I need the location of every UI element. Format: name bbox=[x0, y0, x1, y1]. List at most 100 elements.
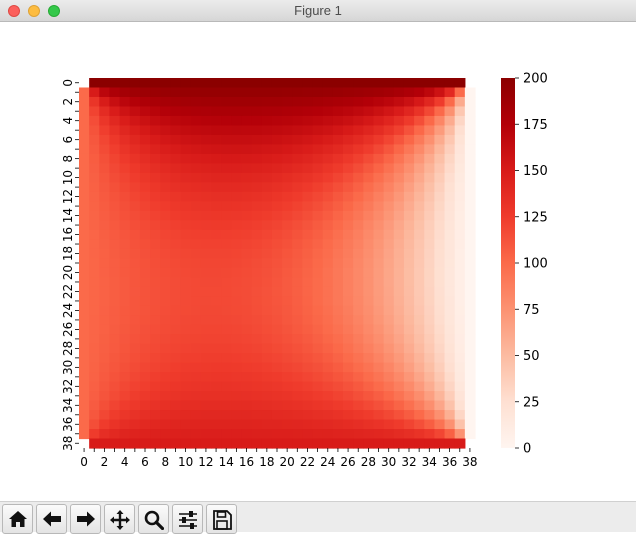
heatmap-cell bbox=[160, 201, 171, 212]
heatmap-cell bbox=[464, 172, 476, 183]
heatmap-cell bbox=[170, 87, 182, 98]
heatmap-cell bbox=[251, 229, 263, 240]
colorbar-tick-label: 100 bbox=[523, 257, 548, 272]
heatmap-cell bbox=[343, 191, 354, 202]
heatmap-cell bbox=[271, 78, 283, 89]
x-tick-label: 2 bbox=[101, 455, 109, 469]
heatmap-cell bbox=[464, 381, 476, 392]
heatmap-cell bbox=[241, 315, 253, 326]
heatmap-cell bbox=[231, 115, 243, 127]
heatmap-cell bbox=[139, 372, 151, 383]
heatmap-cell bbox=[403, 362, 415, 373]
heatmap-cell bbox=[231, 286, 243, 297]
heatmap-cell bbox=[383, 134, 395, 146]
heatmap-cell bbox=[170, 172, 182, 183]
heatmap-cell bbox=[454, 381, 466, 392]
heatmap-cell bbox=[414, 163, 425, 174]
heatmap-cell bbox=[190, 286, 202, 297]
heatmap-cell bbox=[231, 163, 243, 174]
heatmap-cell bbox=[170, 391, 182, 402]
heatmap-cell bbox=[119, 229, 131, 240]
heatmap-cell bbox=[211, 296, 222, 307]
heatmap-cell bbox=[332, 115, 344, 127]
heatmap-cell bbox=[200, 115, 212, 127]
heatmap-cell bbox=[454, 362, 466, 373]
heatmap-cell bbox=[200, 391, 212, 402]
heatmap-cell bbox=[312, 210, 324, 221]
heatmap-cell bbox=[211, 153, 222, 164]
heatmap-cell bbox=[414, 362, 425, 373]
heatmap-cell bbox=[271, 391, 283, 402]
heatmap-cell bbox=[129, 400, 141, 411]
heatmap-cell bbox=[271, 438, 283, 449]
heatmap-cell bbox=[79, 305, 90, 316]
heatmap-cell bbox=[414, 438, 425, 449]
heatmap-cell bbox=[424, 315, 435, 326]
heatmap-cell bbox=[150, 315, 161, 326]
heatmap-cell bbox=[454, 286, 466, 297]
heatmap-cell bbox=[170, 438, 182, 449]
heatmap-cell bbox=[231, 419, 243, 430]
heatmap-cell bbox=[241, 87, 253, 98]
save-button[interactable] bbox=[206, 504, 237, 534]
heatmap-cell bbox=[241, 144, 253, 155]
heatmap-cell bbox=[454, 96, 466, 108]
heatmap-cell bbox=[190, 334, 202, 345]
zoom-button[interactable] bbox=[138, 504, 169, 534]
heatmap-cell bbox=[99, 115, 111, 127]
y-tick-label: 8 bbox=[61, 155, 75, 163]
heatmap-cell bbox=[353, 353, 364, 364]
heatmap-cell bbox=[444, 315, 456, 326]
heatmap-cell bbox=[190, 115, 202, 127]
forward-button[interactable] bbox=[70, 504, 101, 534]
heatmap-cell bbox=[424, 87, 435, 98]
maximize-window-button[interactable] bbox=[48, 5, 60, 17]
heatmap-cell bbox=[170, 324, 182, 335]
heatmap-cell bbox=[414, 134, 425, 146]
pan-button[interactable] bbox=[104, 504, 135, 534]
heatmap-cell bbox=[454, 410, 466, 421]
heatmap-cell bbox=[322, 115, 334, 127]
heatmap-cell bbox=[79, 229, 90, 240]
heatmap-cell bbox=[353, 87, 364, 98]
heatmap-cell bbox=[343, 182, 354, 193]
heatmap-cell bbox=[403, 334, 415, 345]
heatmap-cell bbox=[363, 78, 375, 89]
close-window-button[interactable] bbox=[8, 5, 20, 17]
home-button[interactable] bbox=[2, 504, 33, 534]
heatmap-cell bbox=[302, 400, 314, 411]
heatmap-cell bbox=[211, 353, 222, 364]
heatmap-cell bbox=[89, 191, 100, 202]
heatmap-cell bbox=[343, 381, 354, 392]
heatmap-cell bbox=[322, 210, 334, 221]
heatmap-cell bbox=[434, 277, 446, 288]
configure-subplots-button[interactable] bbox=[172, 504, 203, 534]
heatmap-cell bbox=[292, 229, 303, 240]
heatmap-cell bbox=[251, 334, 263, 345]
heatmap-cell bbox=[434, 163, 446, 174]
heatmap-cell bbox=[89, 220, 100, 231]
heatmap-cell bbox=[322, 286, 334, 297]
heatmap-cell bbox=[109, 115, 121, 127]
heatmap-cell bbox=[363, 182, 375, 193]
heatmap-cell bbox=[353, 96, 364, 108]
heatmap-cell bbox=[424, 372, 435, 383]
heatmap-cell bbox=[231, 96, 243, 108]
heatmap-cell bbox=[424, 191, 435, 202]
heatmap-cell bbox=[363, 239, 375, 250]
heatmap-cell bbox=[444, 334, 456, 345]
heatmap-cell bbox=[150, 258, 161, 269]
heatmap-cell bbox=[353, 258, 364, 269]
heatmap-cell bbox=[139, 153, 151, 164]
back-button[interactable] bbox=[36, 504, 67, 534]
minimize-window-button[interactable] bbox=[28, 5, 40, 17]
heatmap-cell bbox=[393, 201, 405, 212]
heatmap-cell bbox=[292, 248, 303, 259]
heatmap-cell bbox=[424, 286, 435, 297]
heatmap-cell bbox=[139, 96, 151, 108]
heatmap-cell bbox=[444, 286, 456, 297]
heatmap-cell bbox=[211, 144, 222, 155]
heatmap-cell bbox=[343, 277, 354, 288]
heatmap-cell bbox=[200, 419, 212, 430]
